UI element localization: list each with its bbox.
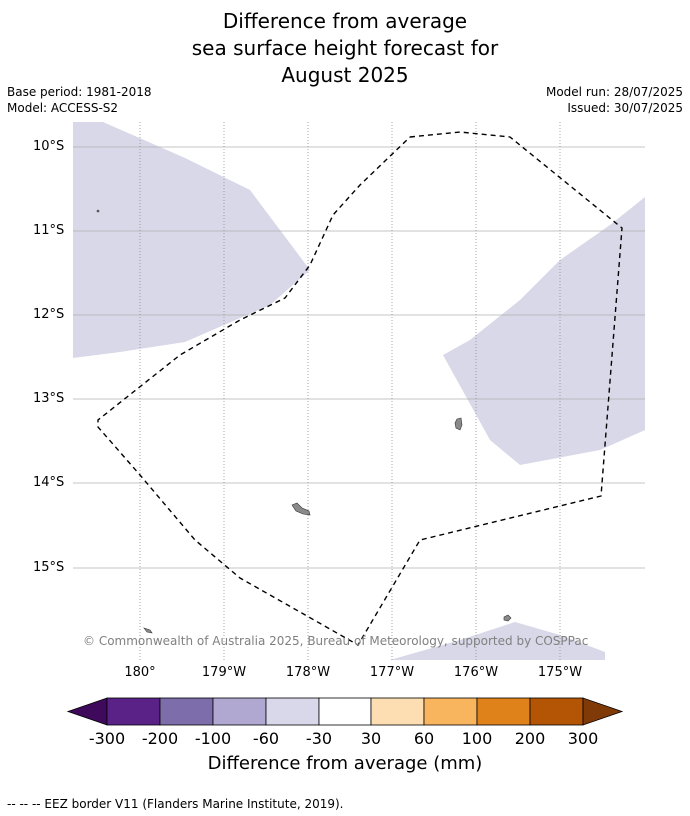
island-3 (503, 614, 512, 622)
anomaly-region-south (390, 622, 605, 660)
colorbar-tick: -30 (305, 729, 333, 748)
model-run: Model run: 28/07/2025 (545, 85, 683, 99)
lon-label-176w: 176°W (453, 665, 499, 680)
lat-label-14s: 14°S (33, 475, 65, 490)
colorbar-tick: 30 (360, 729, 382, 748)
colorbar-tick: 300 (567, 729, 599, 748)
colorbar-tick: -60 (252, 729, 280, 748)
colorbar-seg-9 (529, 697, 584, 726)
colorbar-seg-6 (370, 697, 425, 726)
copyright-notice: © Commonwealth of Australia 2025, Bureau… (83, 634, 589, 648)
colorbar-tick: 200 (514, 729, 546, 748)
colorbar-seg-8 (476, 697, 531, 726)
chart-title: Difference from average sea surface heig… (0, 8, 690, 89)
colorbar-seg-2 (159, 697, 214, 726)
lat-label-12s: 12°S (33, 307, 65, 322)
colorbar-seg-1 (106, 697, 161, 726)
island-5 (96, 209, 100, 213)
model-name: Model: ACCESS-S2 (7, 101, 119, 115)
eez-border (97, 131, 623, 646)
colorbar-tick: 60 (413, 729, 435, 748)
lon-label-178w: 178°W (285, 665, 331, 680)
lat-label-15s: 15°S (33, 560, 65, 575)
island-4 (143, 627, 153, 634)
island-1 (454, 417, 463, 431)
base-period: Base period: 1981-2018 (7, 85, 152, 99)
lon-label-177w: 177°W (369, 665, 415, 680)
lon-label-180: 180° (124, 665, 156, 680)
lat-label-13s: 13°S (33, 391, 65, 406)
colorbar-low-extend (66, 697, 108, 726)
lat-label-10s: 10°S (33, 139, 65, 154)
colorbar-high-extend (582, 697, 624, 726)
colorbar-seg-3 (212, 697, 267, 726)
eez-footnote: -- -- -- EEZ border V11 (Flanders Marine… (7, 797, 344, 811)
island-2 (291, 502, 311, 516)
colorbar-tick: -100 (194, 729, 232, 748)
title-line-3: August 2025 (281, 63, 409, 87)
colorbar-tick: -200 (141, 729, 179, 748)
colorbar-tick: -300 (88, 729, 126, 748)
title-line-2: sea surface height forecast for (191, 36, 499, 60)
lat-label-11s: 11°S (33, 223, 65, 238)
anomaly-regions (73, 122, 645, 660)
colorbar-label: Difference from average (mm) (207, 753, 483, 774)
lon-label-175w: 175°W (537, 665, 583, 680)
issued-date: Issued: 30/07/2025 (567, 101, 683, 115)
meta-left: Base period: 1981-2018 Model: ACCESS-S2 (7, 84, 152, 116)
colorbar-seg-7 (423, 697, 478, 726)
title-line-1: Difference from average (222, 9, 468, 33)
islands (96, 209, 512, 634)
anomaly-region-east (443, 197, 645, 465)
colorbar-tick: 100 (461, 729, 493, 748)
colorbar-seg-4 (265, 697, 320, 726)
colorbar-seg-5 (318, 697, 372, 726)
meta-right: Model run: 28/07/2025 Issued: 30/07/2025 (546, 84, 683, 116)
anomaly-region-northwest (73, 122, 310, 358)
lon-label-179w: 179°W (201, 665, 247, 680)
latitude-gridlines (73, 146, 645, 569)
